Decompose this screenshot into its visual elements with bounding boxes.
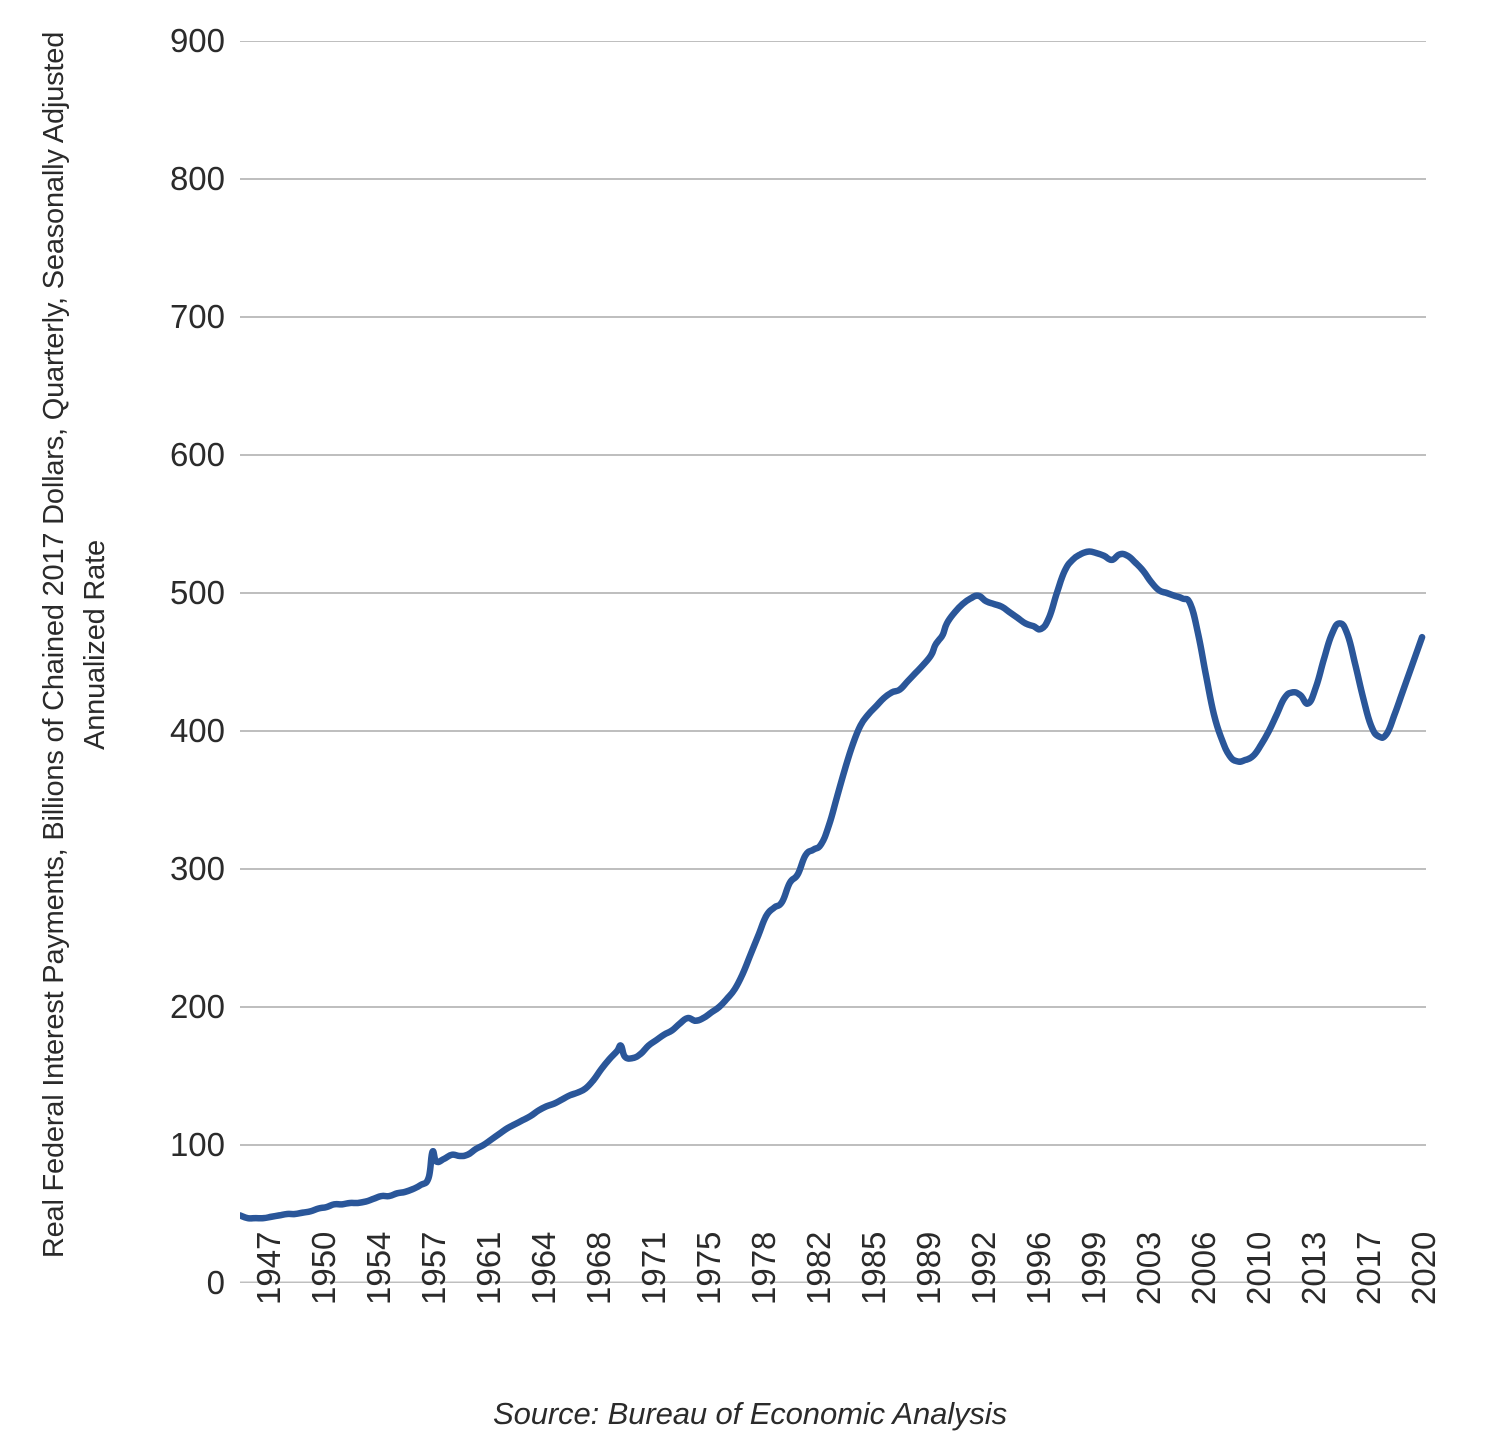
y-axis-tick-label: 100 <box>169 1126 225 1163</box>
y-axis-tick-label: 600 <box>169 436 225 473</box>
x-axis-tick-label: 1975 <box>689 1231 727 1305</box>
y-axis-tick-label: 400 <box>169 712 225 749</box>
x-axis-tick-label: 2020 <box>1404 1231 1442 1305</box>
y-axis-title: Real Federal Interest Payments, Billions… <box>0 0 150 1290</box>
line-chart-svg <box>240 41 1426 1283</box>
x-axis-tick-label: 2003 <box>1129 1231 1167 1305</box>
x-axis-tick-label: 1992 <box>964 1231 1002 1305</box>
x-axis-tick-label: 1999 <box>1074 1231 1112 1305</box>
y-axis-tick-label: 200 <box>169 988 225 1025</box>
x-axis-tick-label: 2013 <box>1294 1231 1332 1305</box>
x-axis-tick-label: 1985 <box>854 1231 892 1305</box>
gridlines <box>240 41 1426 1146</box>
y-axis-title-text: Real Federal Interest Payments, Billions… <box>37 31 111 1259</box>
x-axis-tick-label: 2006 <box>1184 1231 1222 1305</box>
x-axis-tick-label: 2010 <box>1239 1231 1277 1305</box>
y-axis-tick-label: 900 <box>169 22 225 59</box>
x-axis-tick-label: 1947 <box>250 1231 287 1305</box>
y-axis-tick-label: 0 <box>206 1264 225 1301</box>
y-axis-tick-label: 500 <box>169 574 225 611</box>
x-axis-tick-label: 1950 <box>304 1231 342 1305</box>
plot-area <box>240 41 1426 1283</box>
data-series-line <box>240 548 1426 1222</box>
x-axis-tick-label: 2017 <box>1349 1231 1387 1305</box>
x-axis-tick-label: 1971 <box>634 1231 672 1305</box>
y-axis-tick-label: 800 <box>169 160 225 197</box>
x-axis-tick-label: 1954 <box>359 1231 397 1305</box>
x-axis-tick-label: 1968 <box>579 1231 617 1305</box>
x-axis-tick-label: 1964 <box>524 1231 562 1305</box>
x-axis-tick-label: 1957 <box>414 1231 452 1305</box>
x-axis-tick-label: 1996 <box>1019 1231 1057 1305</box>
x-axis-tick-label: 1961 <box>469 1231 507 1305</box>
source-caption: Source: Bureau of Economic Analysis <box>493 1396 1007 1431</box>
x-axis-tick-label: 1978 <box>744 1231 782 1305</box>
x-axis-tick-label: 1982 <box>799 1231 837 1305</box>
x-axis-tick-label: 1989 <box>909 1231 947 1305</box>
y-axis-tick-labels: 0 100 200 300 400 500 600 700 800 900 <box>140 0 225 1445</box>
y-axis-tick-label: 300 <box>169 850 225 887</box>
y-axis-tick-label: 700 <box>169 298 225 335</box>
